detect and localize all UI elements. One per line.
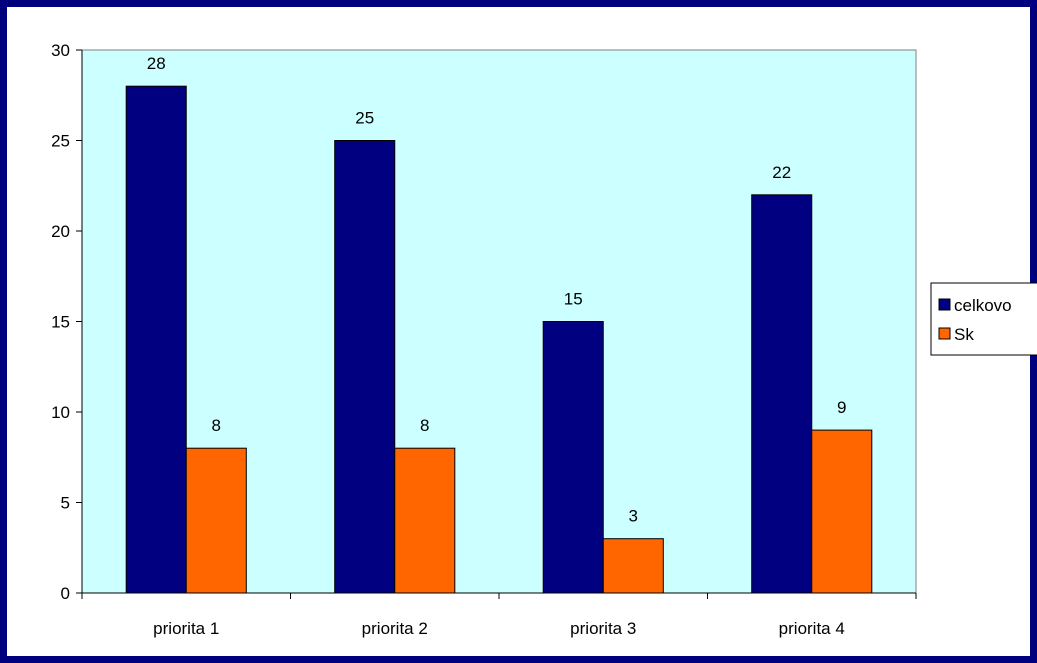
x-tick-label: priorita 2	[362, 619, 428, 638]
bar-celkovo-priorita-1	[125, 85, 187, 594]
data-label: 28	[147, 54, 166, 73]
bar-Sk-priorita-1	[185, 447, 247, 594]
data-label: 22	[772, 163, 791, 182]
y-tick-label: 25	[51, 132, 70, 151]
bar-Sk-priorita-4	[811, 429, 873, 594]
y-axis: 0 5 10 15 20 25 30	[51, 41, 83, 603]
legend: celkovo Sk	[930, 282, 1037, 356]
bar-celkovo-priorita-3	[542, 321, 604, 594]
x-axis: priorita 1 priorita 2 priorita 3 priorita 4	[81, 592, 917, 638]
x-tick-label: priorita 3	[570, 619, 636, 638]
bars	[125, 85, 873, 594]
bar-Sk-priorita-3	[602, 538, 664, 594]
data-labels: 28 25 15 22 8 8 3 9	[147, 54, 847, 526]
data-label: 25	[355, 109, 374, 128]
bar-celkovo-priorita-2	[334, 140, 396, 594]
legend-label: celkovo	[954, 296, 1012, 315]
legend-swatch	[938, 327, 951, 340]
legend-label: Sk	[954, 325, 974, 344]
data-label: 8	[420, 416, 429, 435]
data-label: 9	[837, 398, 846, 417]
x-tick-label: priorita 1	[153, 619, 219, 638]
bar-Sk-priorita-2	[394, 447, 456, 594]
y-tick-label: 30	[51, 41, 70, 60]
legend-box	[930, 282, 1037, 356]
y-tick-label: 0	[61, 584, 70, 603]
y-tick-label: 10	[51, 403, 70, 422]
x-tick-label: priorita 4	[779, 619, 845, 638]
y-tick-label: 20	[51, 222, 70, 241]
data-label: 8	[212, 416, 221, 435]
y-tick-label: 5	[61, 494, 70, 513]
data-label: 3	[629, 507, 638, 526]
y-tick-label: 15	[51, 313, 70, 332]
legend-swatch	[938, 298, 951, 311]
bar-celkovo-priorita-4	[751, 194, 813, 594]
data-label: 15	[564, 290, 583, 309]
